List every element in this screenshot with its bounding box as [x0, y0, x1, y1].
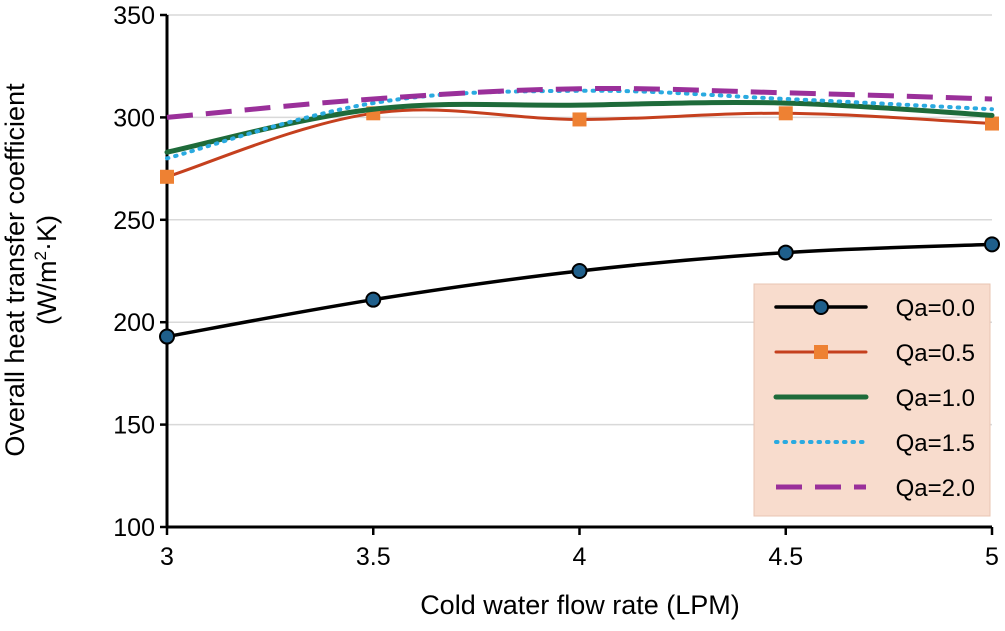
x-tick-label-0: 3 — [160, 543, 174, 571]
y-axis-unit-suffix: ·K) — [32, 215, 62, 251]
data-point-Qa=0.0-4.5 — [777, 244, 794, 261]
y-tick-labels: 100 150 200 250 300 350 — [113, 2, 155, 542]
series-Qa=0.0 — [159, 236, 1000, 345]
x-axis-title: Cold water flow rate (LPM) — [420, 590, 740, 620]
legend-label-Qa=1.0: Qa=1.0 — [896, 385, 975, 412]
data-point-Qa=0.5-4.5 — [778, 106, 793, 121]
data-point-Qa=0.5-4 — [572, 112, 587, 127]
data-point-Qa=0.5-5 — [985, 116, 999, 131]
series-Qa=1.5 — [165, 88, 994, 161]
data-series — [159, 86, 1000, 345]
series-Qa=2.0 — [166, 86, 993, 120]
axes — [160, 13, 994, 535]
y-tick-label-300: 300 — [113, 104, 155, 132]
data-point-Qa=0.5-3 — [160, 169, 174, 184]
y-axis-title-line1: Overall heat transfer coefficient — [0, 83, 30, 457]
y-tick-label-200: 200 — [113, 309, 155, 337]
data-point-Qa=0.0-4 — [571, 263, 588, 279]
y-axis-unit-superscript: 2 — [31, 251, 50, 260]
series-line-Qa=1.5 — [165, 88, 994, 161]
legend-background — [753, 283, 991, 517]
data-point-Qa=0.0-3.5 — [365, 291, 382, 308]
series-line-Qa=1.0 — [164, 99, 995, 155]
x-tick-label-4: 5 — [985, 543, 999, 571]
y-tick-label-150: 150 — [113, 412, 155, 440]
y-tick-label-350: 350 — [113, 2, 155, 30]
legend: Qa=0.0 Qa=0.5 Qa=1.0 Qa=1.5 Qa=2.0 — [753, 283, 991, 517]
data-point-Qa=0.0-5 — [984, 236, 1000, 253]
x-tick-label-2: 4 — [573, 543, 587, 571]
y-axis-title-line2: (W/m2·K) — [31, 215, 62, 325]
x-tick-labels: 3 3.5 4 4.5 5 — [160, 543, 999, 571]
legend-label-Qa=0.5: Qa=0.5 — [896, 340, 975, 367]
x-tick-label-3: 4.5 — [768, 543, 803, 571]
data-point-Qa=0.0-3 — [159, 328, 175, 345]
y-tick-label-100: 100 — [113, 514, 155, 542]
series-Qa=1.0 — [164, 99, 995, 155]
series-Qa=0.5 — [160, 106, 999, 184]
legend-marker-Qa=0.0 — [813, 299, 829, 315]
legend-label-Qa=0.0: Qa=0.0 — [896, 295, 975, 322]
x-tick-label-1: 3.5 — [356, 543, 391, 571]
series-line-Qa=2.0 — [166, 86, 993, 120]
legend-label-Qa=2.0: Qa=2.0 — [896, 475, 975, 502]
y-axis-unit-prefix: (W/m — [32, 261, 62, 325]
legend-marker-Qa=0.5 — [814, 345, 828, 359]
legend-label-Qa=1.5: Qa=1.5 — [896, 430, 975, 457]
y-tick-label-250: 250 — [113, 207, 155, 235]
